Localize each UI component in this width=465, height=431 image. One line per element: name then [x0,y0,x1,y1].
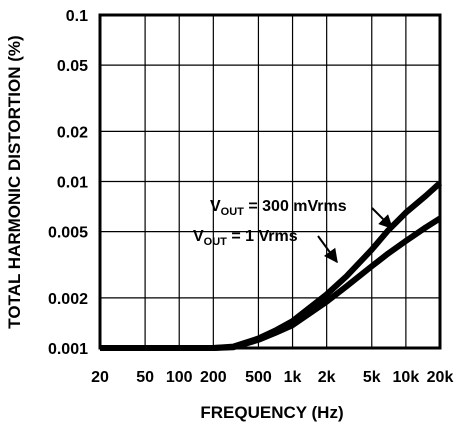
annotation-300mvrms-v: V [210,198,221,215]
annotation-1vrms-v: V [193,228,204,245]
annotation-1vrms-rest: = 1 Vrms [227,228,298,245]
x-tick-label: 50 [136,369,154,386]
plot-frame [98,13,442,350]
y-tick-label: 0.001 [48,341,88,358]
annotation-1vrms-sub: OUT [204,236,228,248]
x-tick-label: 1k [284,369,302,386]
x-tick-label: 100 [166,369,193,386]
y-tick-label: 0.02 [57,124,88,141]
x-tick-label: 500 [245,369,272,386]
annotation-1vrms: VOUT = 1 Vrms [193,228,298,248]
y-axis-title: TOTAL HARMONIC DISTORTION (%) [5,35,24,328]
annotation-300mvrms-arrow [371,207,393,229]
x-tick-label: 20 [91,369,109,386]
x-tick-label: 10k [393,369,420,386]
x-tick-label: 200 [200,369,227,386]
x-tick-label: 2k [318,369,336,386]
x-tick-labels: 20 50 100 200 500 1k 2k 5k 10k 20k [91,369,453,386]
y-tick-label: 0.002 [48,291,88,308]
grid-lines [99,14,441,349]
x-tick-label: 5k [363,369,381,386]
annotation-300mvrms-sub: OUT [221,206,245,218]
y-tick-label: 0.05 [57,58,88,75]
y-tick-labels: 0.001 0.002 0.005 0.01 0.02 0.05 0.1 [48,8,88,358]
annotation-1vrms-arrow [317,235,338,264]
y-tick-label: 0.1 [66,8,88,25]
annotation-300mvrms: VOUT = 300 mVrms [210,198,347,218]
y-tick-label: 0.01 [57,175,88,192]
x-axis-title: FREQUENCY (Hz) [200,403,343,422]
y-tick-label: 0.005 [48,225,88,242]
annotation-300mvrms-rest: = 300 mVrms [244,198,347,215]
x-tick-label: 20k [427,369,454,386]
